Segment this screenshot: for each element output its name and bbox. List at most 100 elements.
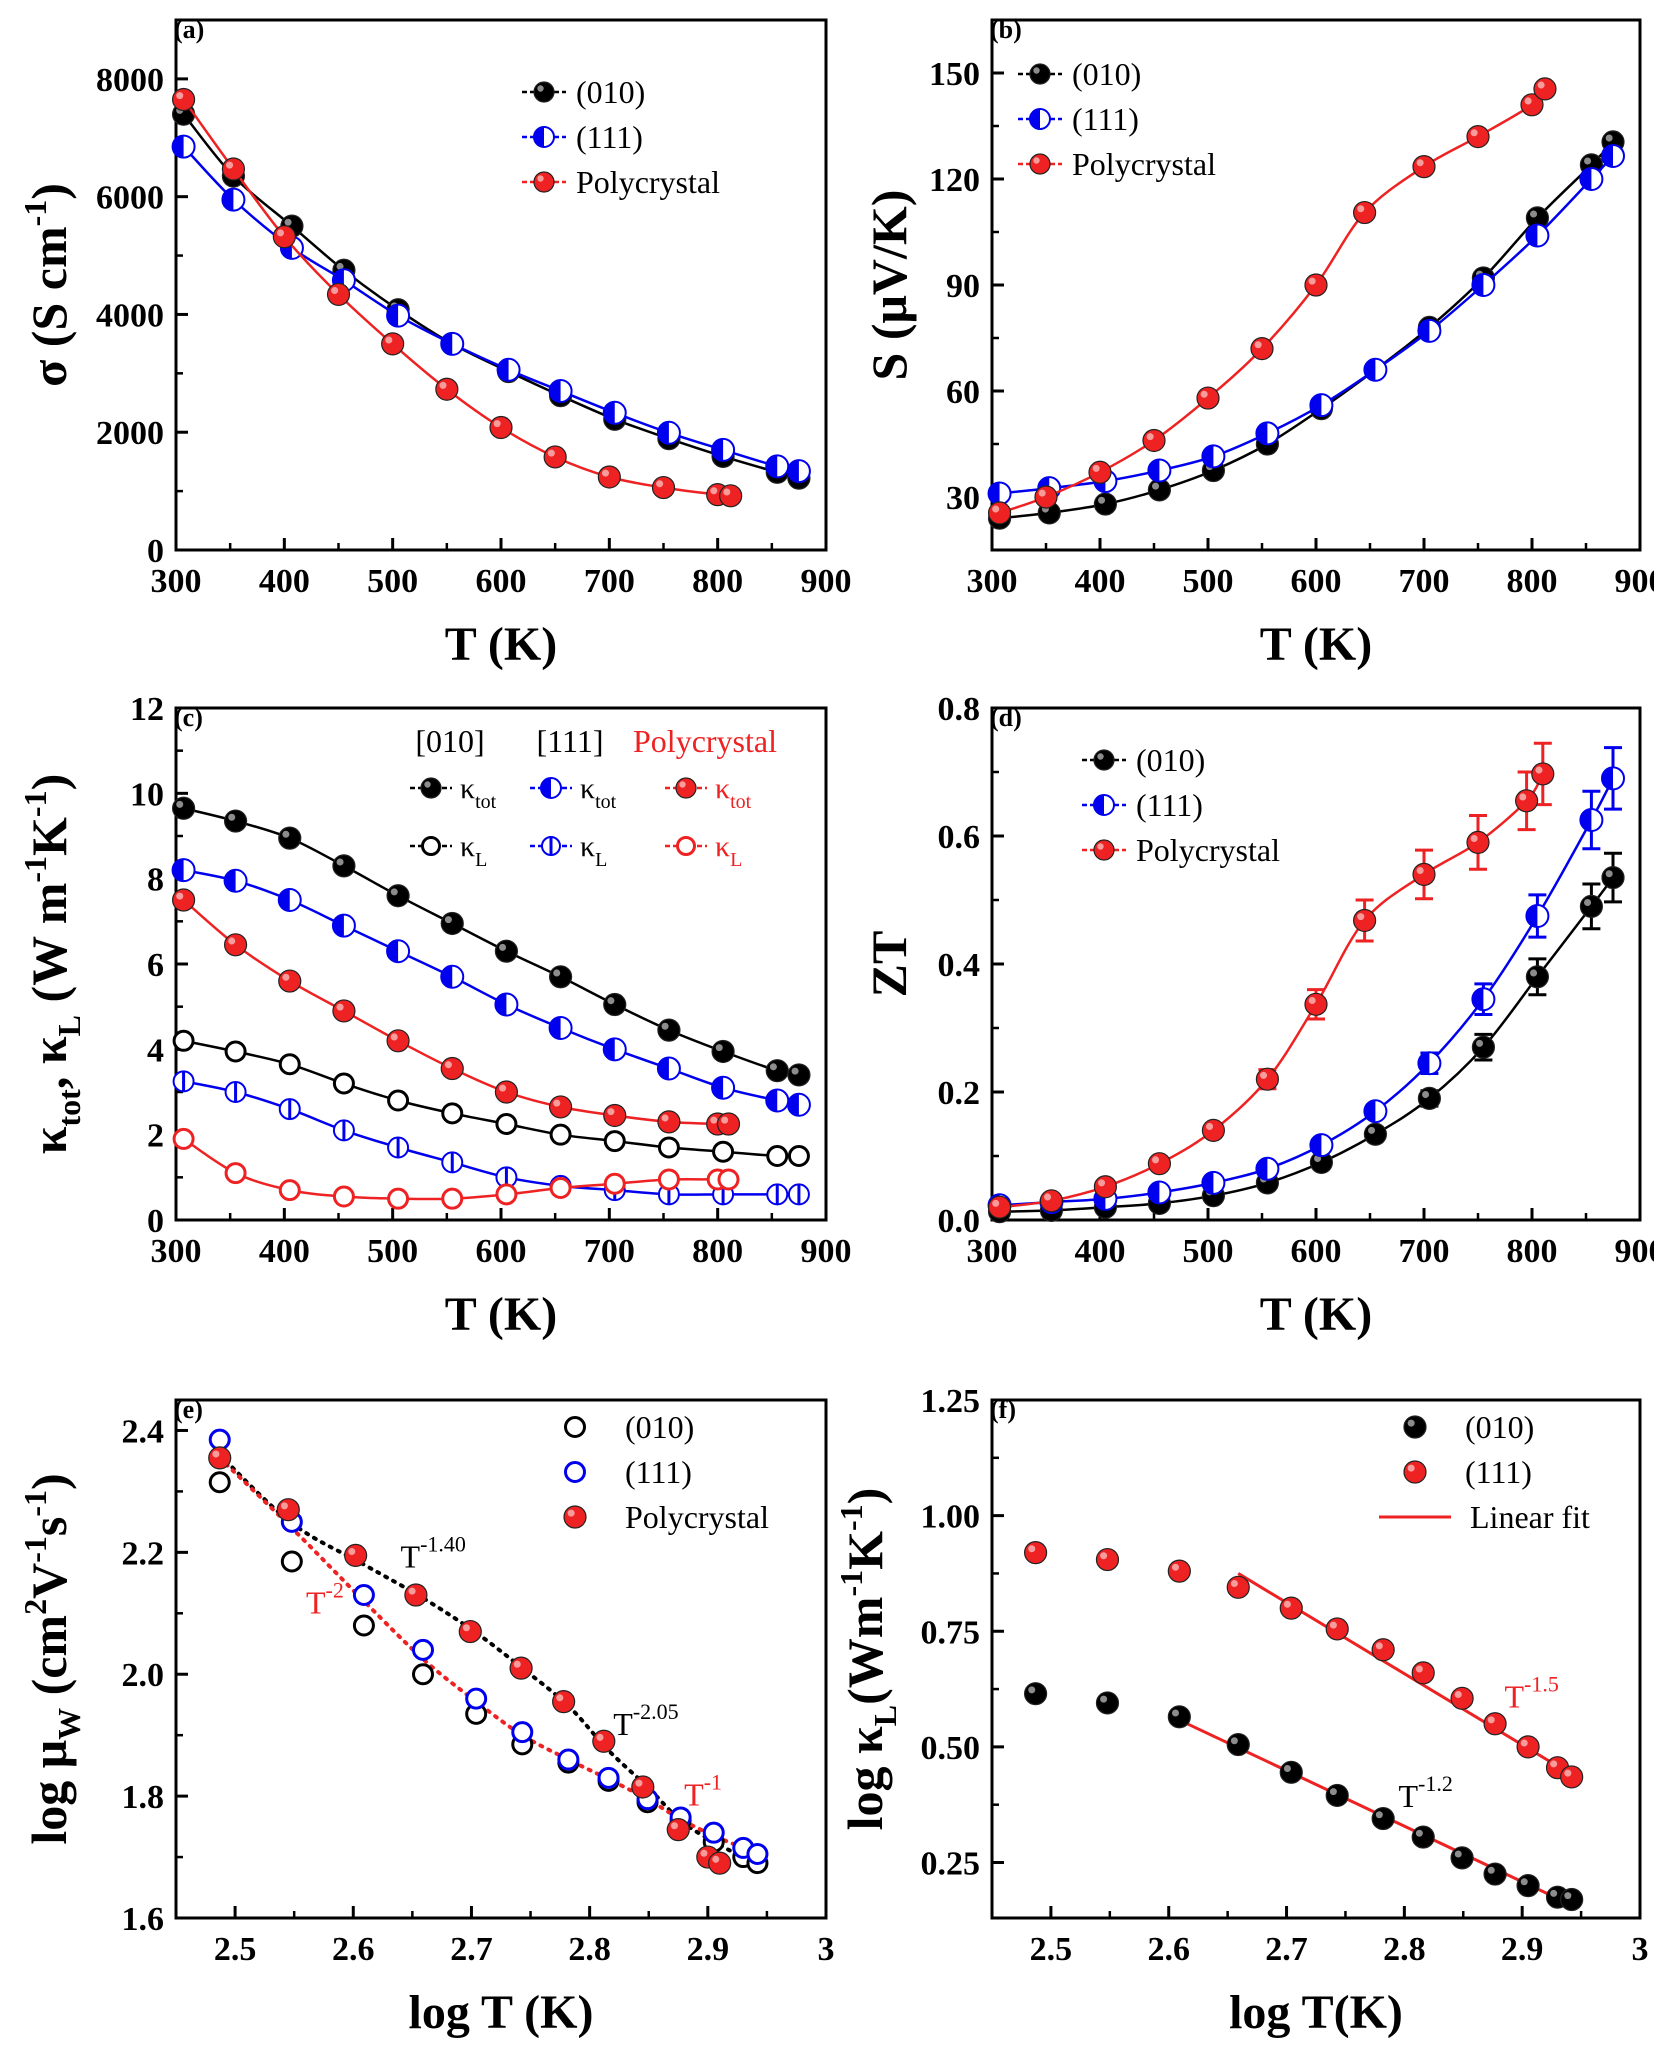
y-tick-label: 2.4 bbox=[122, 1413, 165, 1450]
data-point bbox=[440, 911, 464, 936]
data-point bbox=[1023, 1541, 1048, 1565]
data-point-half bbox=[1256, 422, 1268, 445]
data-point bbox=[987, 501, 1012, 525]
data-point-shine bbox=[769, 1063, 777, 1071]
y-tick-label: 120 bbox=[929, 162, 980, 199]
data-point bbox=[332, 999, 356, 1023]
data-point bbox=[387, 1187, 410, 1210]
data-point-shine bbox=[462, 1624, 470, 1632]
data-point bbox=[603, 1172, 626, 1195]
data-point bbox=[412, 1663, 434, 1686]
legend-marker-half bbox=[541, 778, 551, 798]
y-tick-label: 6 bbox=[147, 947, 164, 984]
data-point bbox=[557, 1748, 580, 1771]
data-point bbox=[221, 187, 246, 212]
data-point bbox=[1560, 1765, 1584, 1789]
data-point-shine bbox=[1308, 277, 1316, 285]
y-tick-label: 6000 bbox=[96, 180, 164, 217]
y-tick-label: 0 bbox=[147, 1203, 164, 1240]
data-point bbox=[631, 1775, 655, 1799]
data-point bbox=[496, 357, 521, 382]
legend-marker bbox=[421, 836, 441, 856]
data-point-shine bbox=[513, 1660, 521, 1668]
legend-marker bbox=[1093, 794, 1115, 816]
data-point-shine bbox=[556, 1694, 564, 1702]
data-point bbox=[1167, 1705, 1191, 1729]
x-tick-label: 2.9 bbox=[1501, 1931, 1544, 1968]
data-point-shine bbox=[1519, 793, 1527, 801]
data-point bbox=[1471, 273, 1496, 297]
data-point-shine bbox=[276, 229, 285, 237]
legend-marker-shine bbox=[1097, 843, 1104, 850]
data-point-shine bbox=[390, 1033, 398, 1041]
data-point bbox=[171, 888, 196, 912]
data-point bbox=[1471, 1035, 1496, 1059]
data-point bbox=[326, 282, 351, 307]
data-point bbox=[651, 475, 676, 500]
x-tick-label: 2.5 bbox=[214, 1931, 257, 1968]
data-point bbox=[656, 1056, 681, 1081]
y-tick-label: 2 bbox=[147, 1118, 164, 1155]
data-point-half bbox=[1310, 1134, 1322, 1157]
data-point bbox=[440, 1056, 464, 1081]
data-point bbox=[171, 134, 196, 159]
data-point bbox=[495, 1113, 518, 1135]
y-tick-label: 60 bbox=[946, 374, 980, 411]
legend-marker-half bbox=[534, 127, 544, 147]
data-point-half bbox=[222, 188, 234, 211]
data-point-half bbox=[712, 1076, 724, 1099]
legend-marker-shine bbox=[424, 781, 431, 788]
data-point bbox=[495, 1166, 518, 1189]
series-line-1 bbox=[999, 155, 1614, 495]
x-tick-label: 2.6 bbox=[1147, 1931, 1190, 1968]
data-point-half bbox=[603, 1038, 615, 1061]
data-point bbox=[656, 420, 681, 445]
data-point bbox=[786, 459, 811, 484]
data-point bbox=[208, 1428, 231, 1451]
data-point-shine bbox=[228, 813, 236, 821]
data-point bbox=[495, 1183, 518, 1206]
data-point bbox=[1466, 830, 1490, 855]
y-axis-label: S (μV/K) bbox=[861, 190, 917, 381]
data-point-shine bbox=[1537, 81, 1545, 89]
data-point bbox=[603, 1130, 626, 1153]
data-point bbox=[543, 445, 567, 469]
legend-marker bbox=[1029, 108, 1051, 130]
data-point-shine bbox=[336, 858, 344, 866]
data-point-shine bbox=[1038, 489, 1046, 497]
data-point bbox=[1309, 393, 1334, 418]
legend-marker bbox=[1093, 749, 1115, 771]
legend-marker bbox=[541, 836, 561, 856]
data-point-half bbox=[332, 914, 344, 937]
data-point-shine bbox=[1375, 1642, 1383, 1650]
data-point bbox=[746, 1843, 769, 1866]
panel-label: (e) bbox=[174, 1395, 203, 1424]
data-point bbox=[1147, 458, 1172, 483]
data-point-shine bbox=[1487, 1866, 1495, 1874]
data-point-half bbox=[172, 135, 184, 158]
series-line-0 bbox=[999, 876, 1615, 1213]
series-line-2 bbox=[182, 98, 731, 498]
legend-marker-shine bbox=[537, 175, 544, 182]
data-point bbox=[223, 809, 248, 833]
x-tick-label: 700 bbox=[1399, 563, 1450, 600]
legend-label: (010) bbox=[576, 74, 645, 110]
x-axis-label: T (K) bbox=[1260, 1288, 1372, 1341]
legend-label: κL bbox=[580, 830, 607, 871]
x-axis-label: log T (K) bbox=[409, 1986, 594, 2039]
y-tick-label: 0.2 bbox=[938, 1075, 981, 1112]
data-point bbox=[1579, 167, 1604, 191]
legend-marker-shine bbox=[1033, 67, 1040, 74]
data-point bbox=[489, 415, 513, 440]
annotation-label: T-2 bbox=[306, 1577, 344, 1620]
data-point-shine bbox=[1470, 835, 1478, 843]
legend-label: κL bbox=[715, 830, 742, 871]
data-point-shine bbox=[1470, 129, 1478, 137]
data-point-shine bbox=[336, 1003, 344, 1011]
data-point-half bbox=[1310, 394, 1322, 417]
x-tick-label: 900 bbox=[801, 1233, 852, 1270]
data-point bbox=[511, 1721, 534, 1744]
data-point bbox=[223, 933, 248, 957]
data-point bbox=[1471, 987, 1496, 1012]
data-point-half bbox=[1148, 1181, 1160, 1204]
